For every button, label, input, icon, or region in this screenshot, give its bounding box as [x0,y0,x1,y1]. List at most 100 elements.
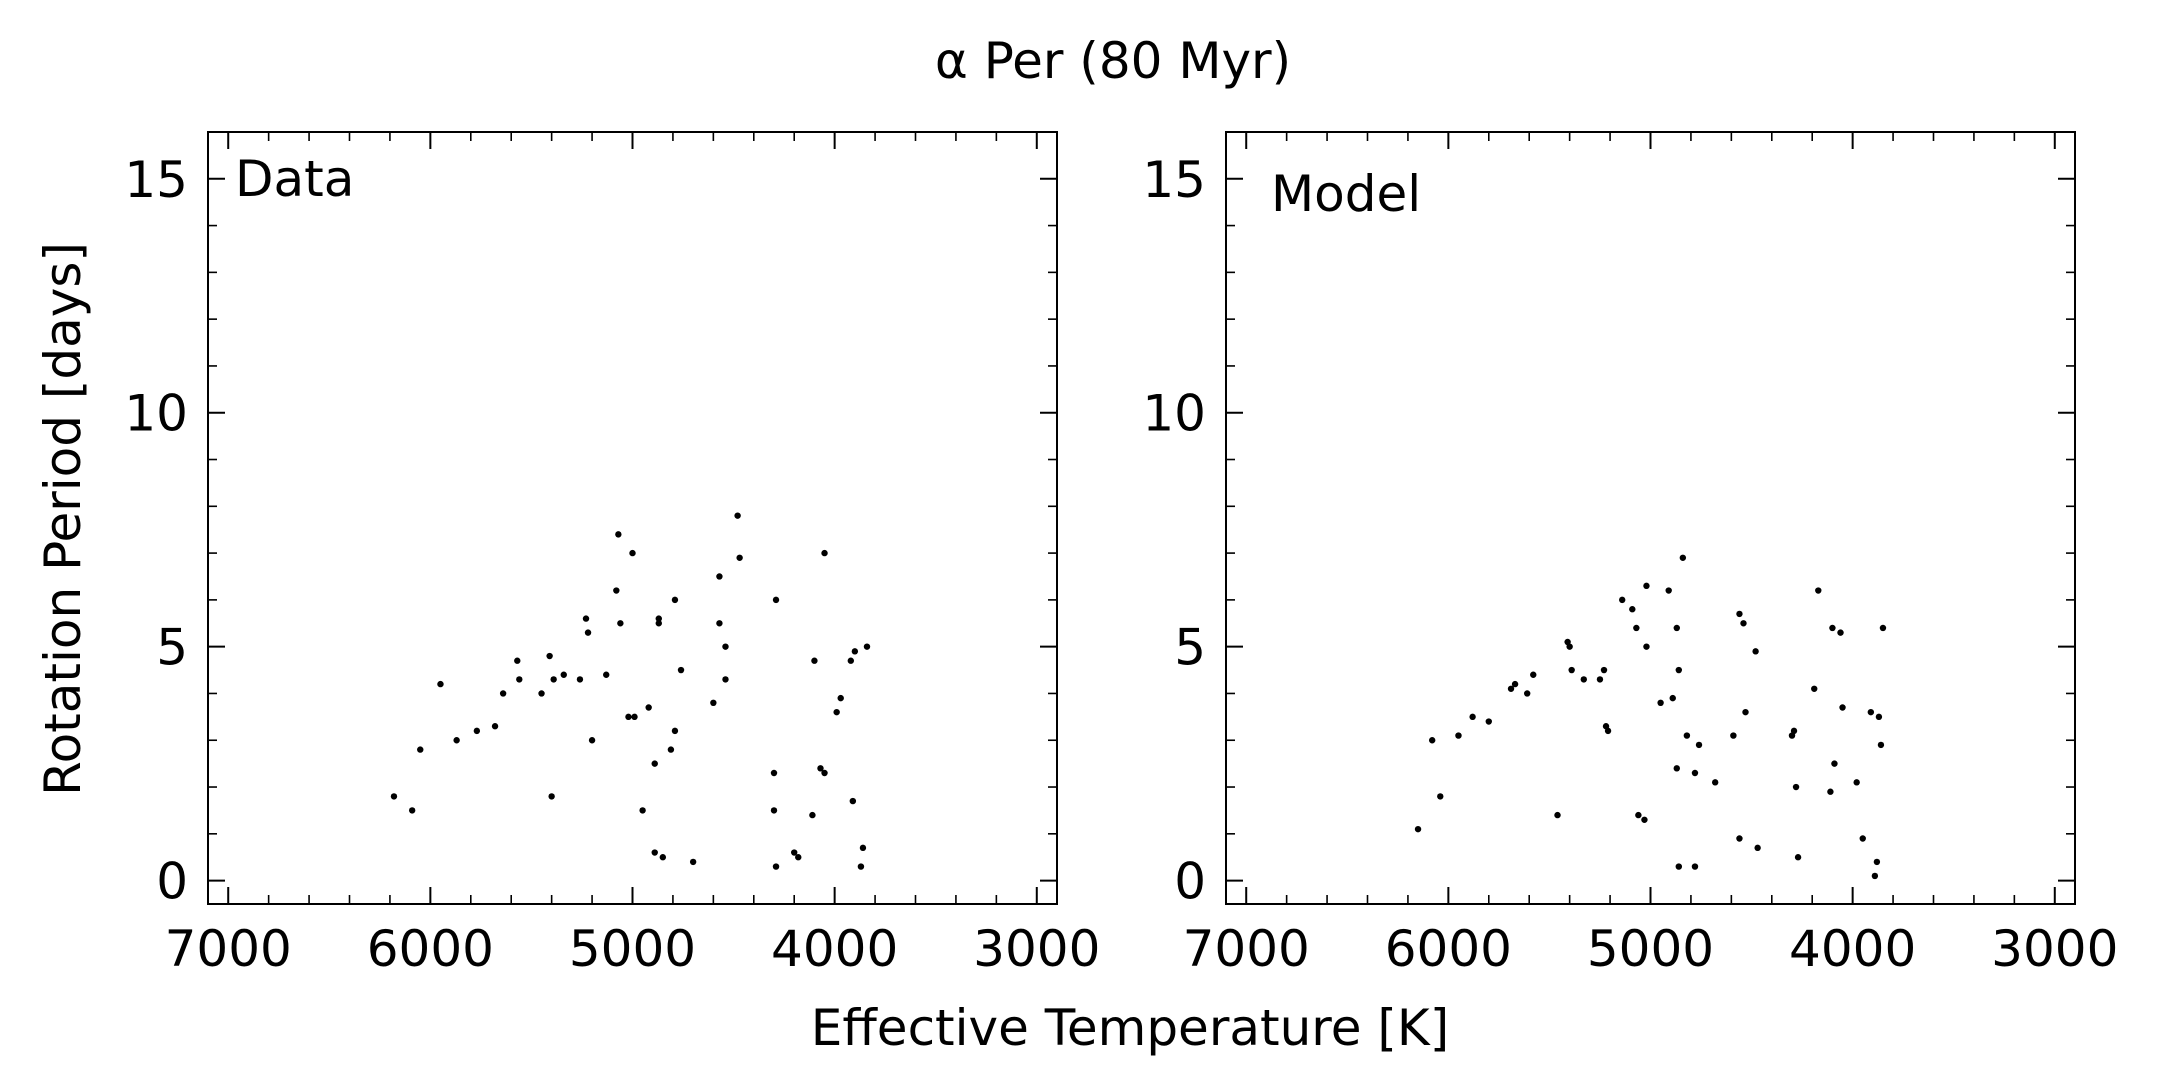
scatter-point [1511,680,1519,688]
scatter-point [1695,741,1703,749]
y-tick-label: 0 [1174,853,1206,911]
scatter-point [722,643,729,650]
scatter-point [1629,606,1636,613]
scatter-point [1736,835,1743,842]
scatter-point [1859,835,1866,842]
scatter-point [1730,732,1737,739]
scatter-point [1839,704,1846,711]
y-tick-label: 5 [156,619,188,677]
scatter-point [655,615,662,622]
scatter-point [603,671,610,678]
scatter-point [1742,708,1749,716]
scatter-point [821,769,828,777]
scatter-point [1665,587,1672,594]
scatter-point [1867,708,1875,716]
scatter-point [1792,783,1800,791]
scatter-point [811,657,818,664]
scatter-point [1566,643,1573,650]
scatter-point [863,643,871,650]
scatter-point [1853,779,1860,786]
scatter-point [851,648,859,655]
scatter-point [1679,554,1687,561]
scatter-point [1691,863,1699,870]
y-tick-label: 15 [1142,151,1206,209]
scatter-point [1675,666,1683,674]
scatter-point [795,854,802,861]
scatter-point [1523,690,1531,697]
scatter-point [1643,582,1650,590]
scatter-point [671,596,679,604]
panel-label: Data [235,150,354,208]
scatter-point [453,737,460,744]
scatter-point [857,863,865,870]
scatter-point [514,657,521,664]
scatter-point [1711,779,1719,786]
scatter-point [655,620,662,627]
plot-frame [207,131,1058,905]
scatter-point [651,849,658,856]
scatter-point [615,531,622,538]
scatter-point [1875,713,1883,721]
scatter-point [677,666,685,674]
scatter-point [1485,718,1492,725]
scatter-point [1596,676,1604,683]
scatter-point [1879,624,1887,632]
scatter-point [560,671,567,678]
scatter-point [833,708,840,716]
scatter-point [576,676,584,683]
scatter-point [1675,863,1683,870]
scatter-point [1554,811,1561,819]
y-tick-label: 5 [1174,619,1206,677]
scatter-point [722,676,729,683]
scatter-point [1600,666,1608,674]
scatter-point [837,694,844,702]
scatter-point [849,797,857,805]
y-tick-label: 10 [124,385,188,443]
scatter-point [1831,760,1838,767]
scatter-point [821,549,828,557]
scatter-point [1669,694,1676,702]
scatter-point [417,746,424,753]
x-tick-label: 7000 [165,920,292,978]
x-tick-label: 3000 [973,920,1100,978]
scatter-point [734,512,741,519]
scatter-point [625,713,632,721]
scatter-point [1580,676,1587,683]
scatter-point [1754,844,1761,852]
scatter-point [499,690,507,697]
scatter-point [1811,685,1818,692]
scatter-point [1815,587,1822,594]
scatter-point [1469,713,1476,721]
scatter-point [809,811,816,819]
scatter-point [1641,816,1648,823]
scatter-point [582,615,590,622]
scatter-point [473,727,481,735]
scatter-point [1619,596,1626,604]
scatter-point [1752,648,1759,655]
scatter-point [817,765,824,772]
scatter-point [1740,620,1747,627]
x-axis-label: Effective Temperature [K] [811,999,1449,1057]
scatter-point [437,680,444,688]
scatter-point [859,844,867,852]
scatter-point [1790,727,1798,735]
scatter-point [1873,858,1881,866]
scatter-point [548,793,555,800]
scatter-point [1736,610,1743,618]
scatter-point [1794,854,1802,861]
x-tick-label: 6000 [367,920,494,978]
panel-data: 7000 6000 5000 4000 3000 0 5 10 15 Data [124,131,1100,978]
scatter-point [550,676,557,683]
scatter-point [1455,732,1462,739]
scatter-point [716,620,723,627]
scatter-point [651,760,658,767]
x-tick-label: 3000 [1991,920,2118,978]
scatter-point [1673,624,1680,632]
scatter-point [1673,765,1680,772]
scatter-point [1877,741,1885,749]
y-tick-label: 15 [124,151,188,209]
scatter-point [645,704,652,711]
scatter-point [613,587,620,594]
panel-label: Model [1271,165,1421,223]
